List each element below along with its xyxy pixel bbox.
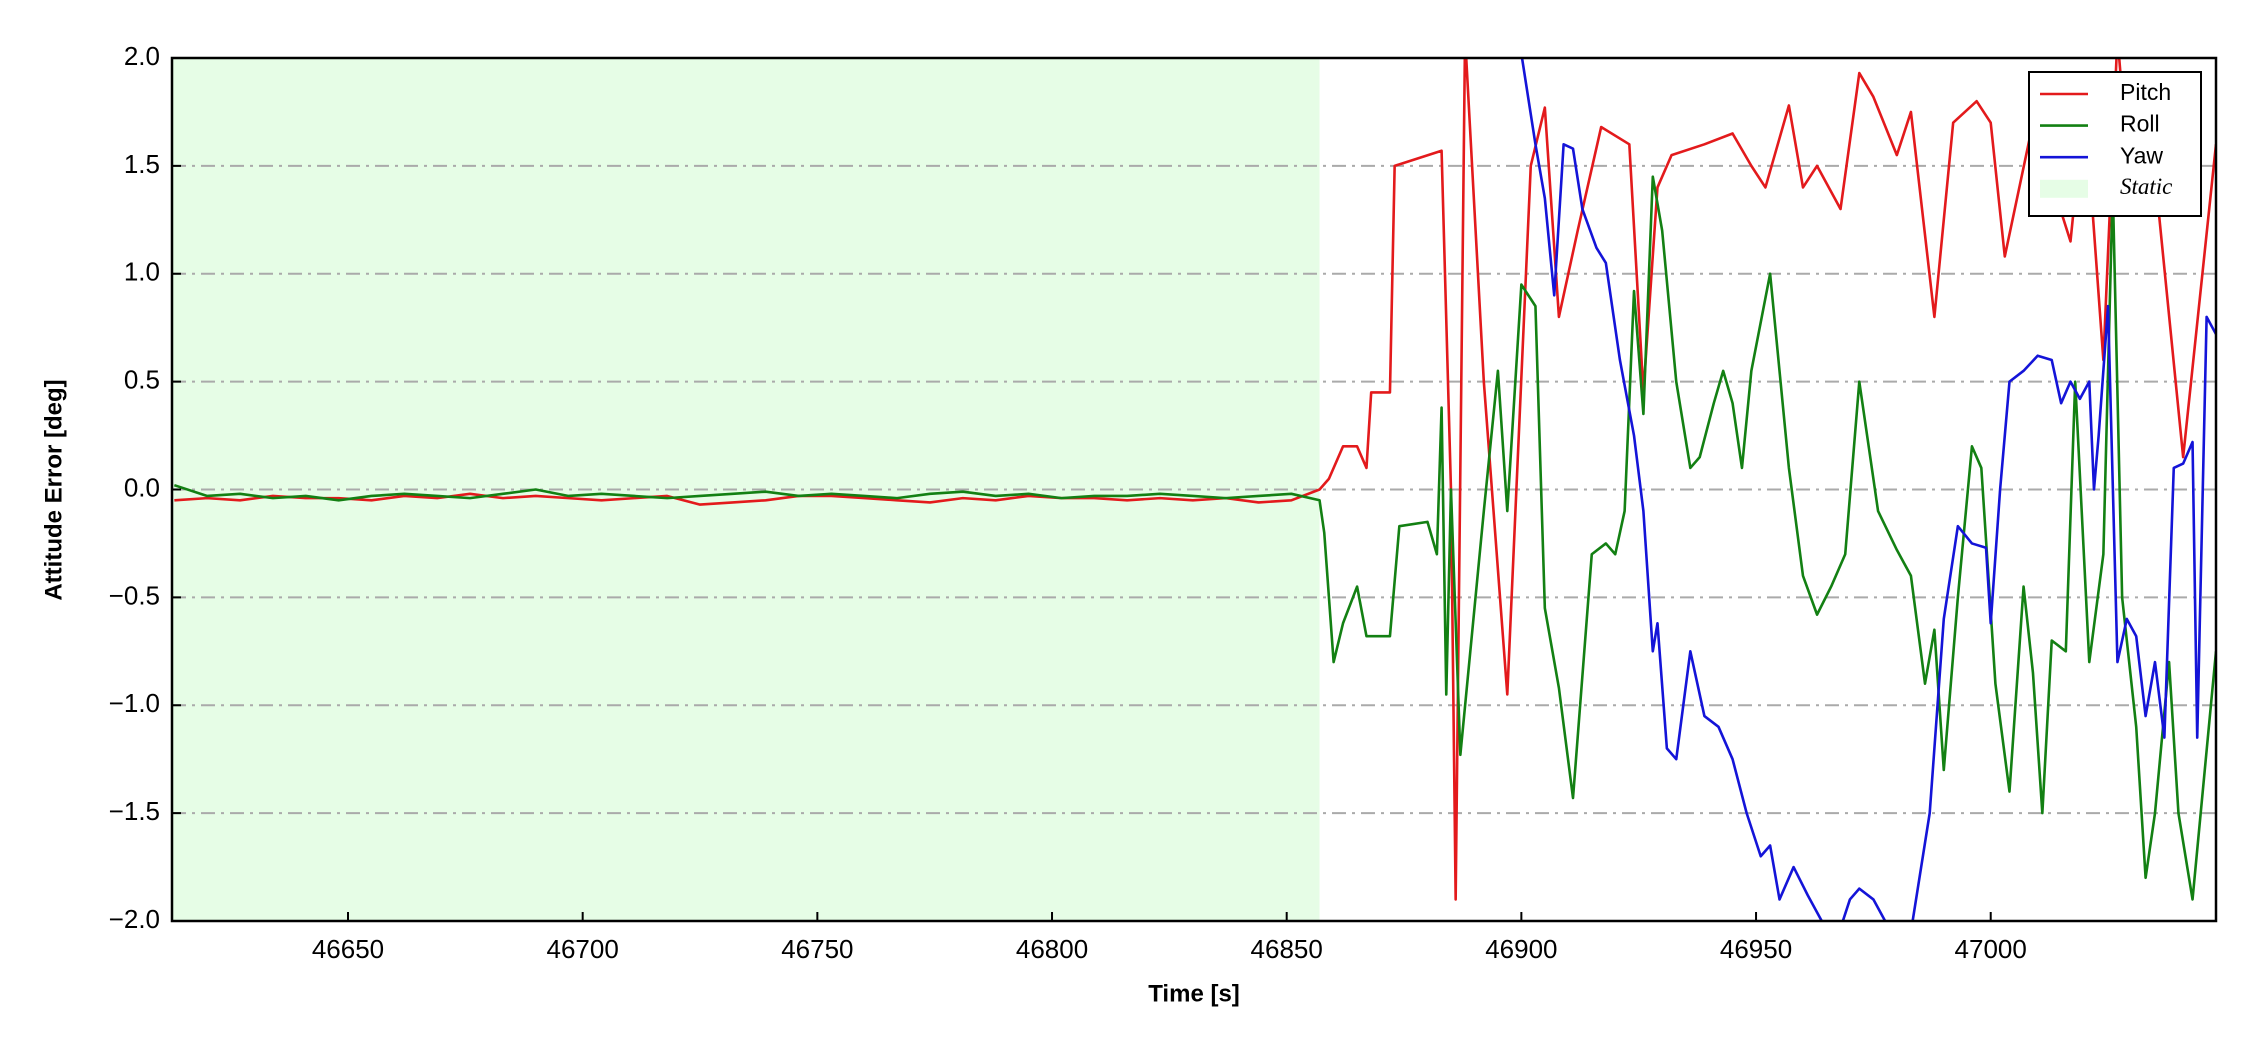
y-axis-label: Attitude Error [deg] [40,379,67,600]
series-line [173,175,2216,901]
x-tick-label: 46800 [1016,934,1088,964]
y-tick-label: −1.0 [109,688,160,718]
x-axis-label: Time [s] [1148,980,1240,1007]
x-tick-label: 46750 [781,934,853,964]
y-tick-label: 1.0 [124,257,160,287]
plot-lines [173,58,2216,921]
x-tick-label: 46700 [547,934,619,964]
x-tick-label: 46650 [312,934,384,964]
y-tick-label: −1.5 [109,796,160,826]
x-tick-label: 47000 [1955,934,2027,964]
x-tick-label: 46900 [1485,934,1557,964]
legend-label: Pitch [2120,79,2171,105]
y-tick-label: −0.5 [109,580,160,610]
legend-label: Static [2120,174,2172,199]
series-line [1520,58,2216,921]
y-tick-label: 0.5 [124,365,160,395]
grid [172,164,2216,815]
legend-label: Yaw [2120,142,2163,168]
y-tick-label: −2.0 [109,904,160,934]
y-tick-label: 2.0 [124,41,160,71]
legend-swatch [2040,179,2088,198]
y-tick-label: 1.5 [124,149,160,179]
y-tick-label: 0.0 [124,472,160,502]
series-line [174,58,2216,901]
ticks: −2.0 −1.5 −1.0 −0.5 0.0 0.5 1.0 1.5 2.0 46650 4670… [109,41,2027,964]
legend-label: Roll [2120,111,2160,137]
x-tick-label: 46950 [1720,934,1792,964]
legend: Pitch Roll Yaw Static [2028,71,2202,217]
x-tick-label: 46850 [1251,934,1323,964]
